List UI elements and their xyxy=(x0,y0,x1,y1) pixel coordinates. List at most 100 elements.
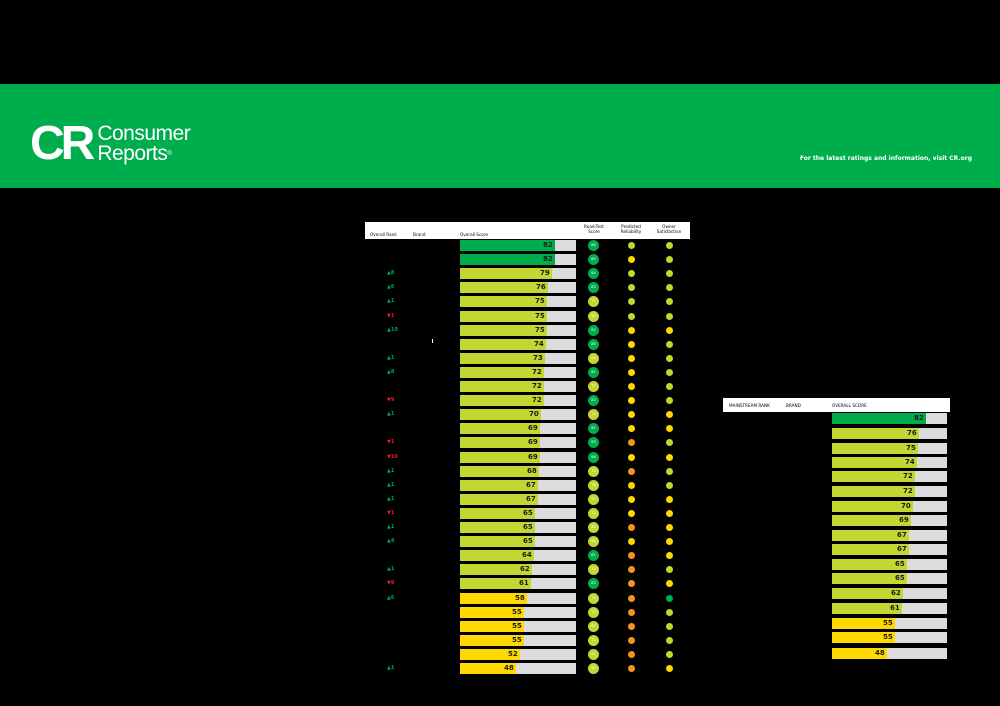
road-test-score-badge: 88 xyxy=(588,240,599,251)
mainstream-score-value: 67 xyxy=(897,531,907,539)
mainstream-score-fill xyxy=(832,618,895,629)
table-row: 82 88 xyxy=(365,240,690,251)
overall-score-fill xyxy=(460,663,516,674)
marker-tick xyxy=(432,339,433,343)
owner-satisfaction-dot xyxy=(666,256,673,263)
rank-change: ▲1 xyxy=(387,298,395,304)
owner-satisfaction-dot xyxy=(666,327,673,334)
mainstream-score-fill xyxy=(832,603,902,614)
table-row: ▼9 61 83 xyxy=(365,578,690,589)
table-row: ▲8 72 81 xyxy=(365,367,690,378)
mainstream-score-value: 69 xyxy=(899,516,909,524)
table-row: 55 73 xyxy=(365,607,690,618)
table-row: 55 72 xyxy=(365,635,690,646)
mainstream-score-fill xyxy=(832,443,918,454)
overall-score-bar: 82 xyxy=(460,254,576,265)
overall-score-value: 75 xyxy=(535,297,545,305)
main-table-header: Overall Rank Brand Overall Score Road-Te… xyxy=(365,222,690,239)
mainstream-score-bar: 75 xyxy=(832,443,947,454)
overall-score-fill xyxy=(460,621,524,632)
table-row: ▲1 67 72 xyxy=(365,494,690,505)
predicted-reliability-dot xyxy=(628,256,635,263)
mainstream-score-bar: 65 xyxy=(832,573,947,584)
mainstream-score-value: 72 xyxy=(903,472,913,480)
road-test-score-badge: 67 xyxy=(588,649,599,660)
table-row: ▲1 48 64 xyxy=(365,663,690,674)
mainstream-score-bar: 55 xyxy=(832,618,947,629)
mainstream-row: 67 xyxy=(832,530,947,541)
overall-score-bar: 67 xyxy=(460,480,576,491)
predicted-reliability-dot xyxy=(628,580,635,587)
mainstream-row: 61 xyxy=(832,603,947,614)
mainstream-score-value: 76 xyxy=(907,429,917,437)
overall-score-fill xyxy=(460,437,540,448)
overall-score-bar: 72 xyxy=(460,381,576,392)
mainstream-score-bar: 55 xyxy=(832,632,947,643)
table-row: ▼1 69 83 xyxy=(365,437,690,448)
predicted-reliability-dot xyxy=(628,284,635,291)
overall-score-bar: 67 xyxy=(460,494,576,505)
mainstream-score-bar: 76 xyxy=(832,428,947,439)
table-row: ▲1 62 75 xyxy=(365,564,690,575)
overall-score-bar: 72 xyxy=(460,367,576,378)
overall-score-fill xyxy=(460,339,546,350)
overall-score-value: 75 xyxy=(535,326,545,334)
rank-change: ▼9 xyxy=(387,580,395,586)
overall-score-value: 72 xyxy=(532,396,542,404)
overall-score-fill xyxy=(460,578,531,589)
predicted-reliability-dot xyxy=(628,439,635,446)
rank-change: ▲4 xyxy=(387,538,395,544)
mainstream-score-value: 65 xyxy=(895,574,905,582)
overall-score-value: 72 xyxy=(532,368,542,376)
overall-score-fill xyxy=(460,494,538,505)
table-row: ▲1 73 80 xyxy=(365,353,690,364)
owner-satisfaction-dot xyxy=(666,355,673,362)
registered-mark: ® xyxy=(167,151,172,157)
overall-score-fill xyxy=(460,311,547,322)
road-test-score-badge: 76 xyxy=(588,480,599,491)
mainstream-score-value: 65 xyxy=(895,560,905,568)
overall-score-fill xyxy=(460,649,520,660)
rank-change: ▼1 xyxy=(387,313,395,319)
overall-score-fill xyxy=(460,240,555,251)
rank-change: ▲1 xyxy=(387,524,395,530)
col-predicted-reliability: Predicted Reliability xyxy=(620,224,642,234)
road-test-score-badge: 73 xyxy=(588,607,599,618)
mainstream-score-bar: 82 xyxy=(832,413,947,424)
owner-satisfaction-dot xyxy=(666,439,673,446)
mainstream-score-fill xyxy=(832,559,907,570)
col-mainstream-score: OVERALL SCORE xyxy=(832,403,867,408)
owner-satisfaction-dot xyxy=(666,397,673,404)
overall-score-fill xyxy=(460,466,539,477)
overall-score-bar: 55 xyxy=(460,607,576,618)
road-test-score-badge: 81 xyxy=(588,367,599,378)
road-test-score-badge: 84 xyxy=(588,268,599,279)
predicted-reliability-dot xyxy=(628,327,635,334)
overall-score-value: 58 xyxy=(515,594,525,602)
predicted-reliability-dot xyxy=(628,552,635,559)
mainstream-score-bar: 72 xyxy=(832,471,947,482)
rank-change: ▲1 xyxy=(387,411,395,417)
mainstream-score-bar: 67 xyxy=(832,544,947,555)
predicted-reliability-dot xyxy=(628,355,635,362)
predicted-reliability-dot xyxy=(628,270,635,277)
road-test-score-badge: 86 xyxy=(588,452,599,463)
overall-score-value: 75 xyxy=(535,312,545,320)
mainstream-row: 67 xyxy=(832,544,947,555)
col-owner-satisfaction: Owner Satisfaction xyxy=(656,224,682,234)
table-row: ▲1 67 76 xyxy=(365,480,690,491)
col-mainstream-brand: BRAND xyxy=(786,403,801,408)
table-row: ▼1 75 80 xyxy=(365,311,690,322)
rank-change: ▲6 xyxy=(387,595,395,601)
mainstream-score-value: 55 xyxy=(883,633,893,641)
overall-score-value: 65 xyxy=(523,509,533,517)
road-test-score-badge: 89 xyxy=(588,254,599,265)
overall-score-value: 52 xyxy=(508,650,518,658)
consumer-reports-logo: CR Consumer Reports® xyxy=(30,120,191,168)
road-test-score-badge: 72 xyxy=(588,635,599,646)
overall-score-value: 67 xyxy=(526,495,536,503)
overall-score-bar: 64 xyxy=(460,550,576,561)
owner-satisfaction-dot xyxy=(666,284,673,291)
col-overall-rank: Overall Rank xyxy=(370,232,397,237)
mainstream-score-value: 72 xyxy=(903,487,913,495)
